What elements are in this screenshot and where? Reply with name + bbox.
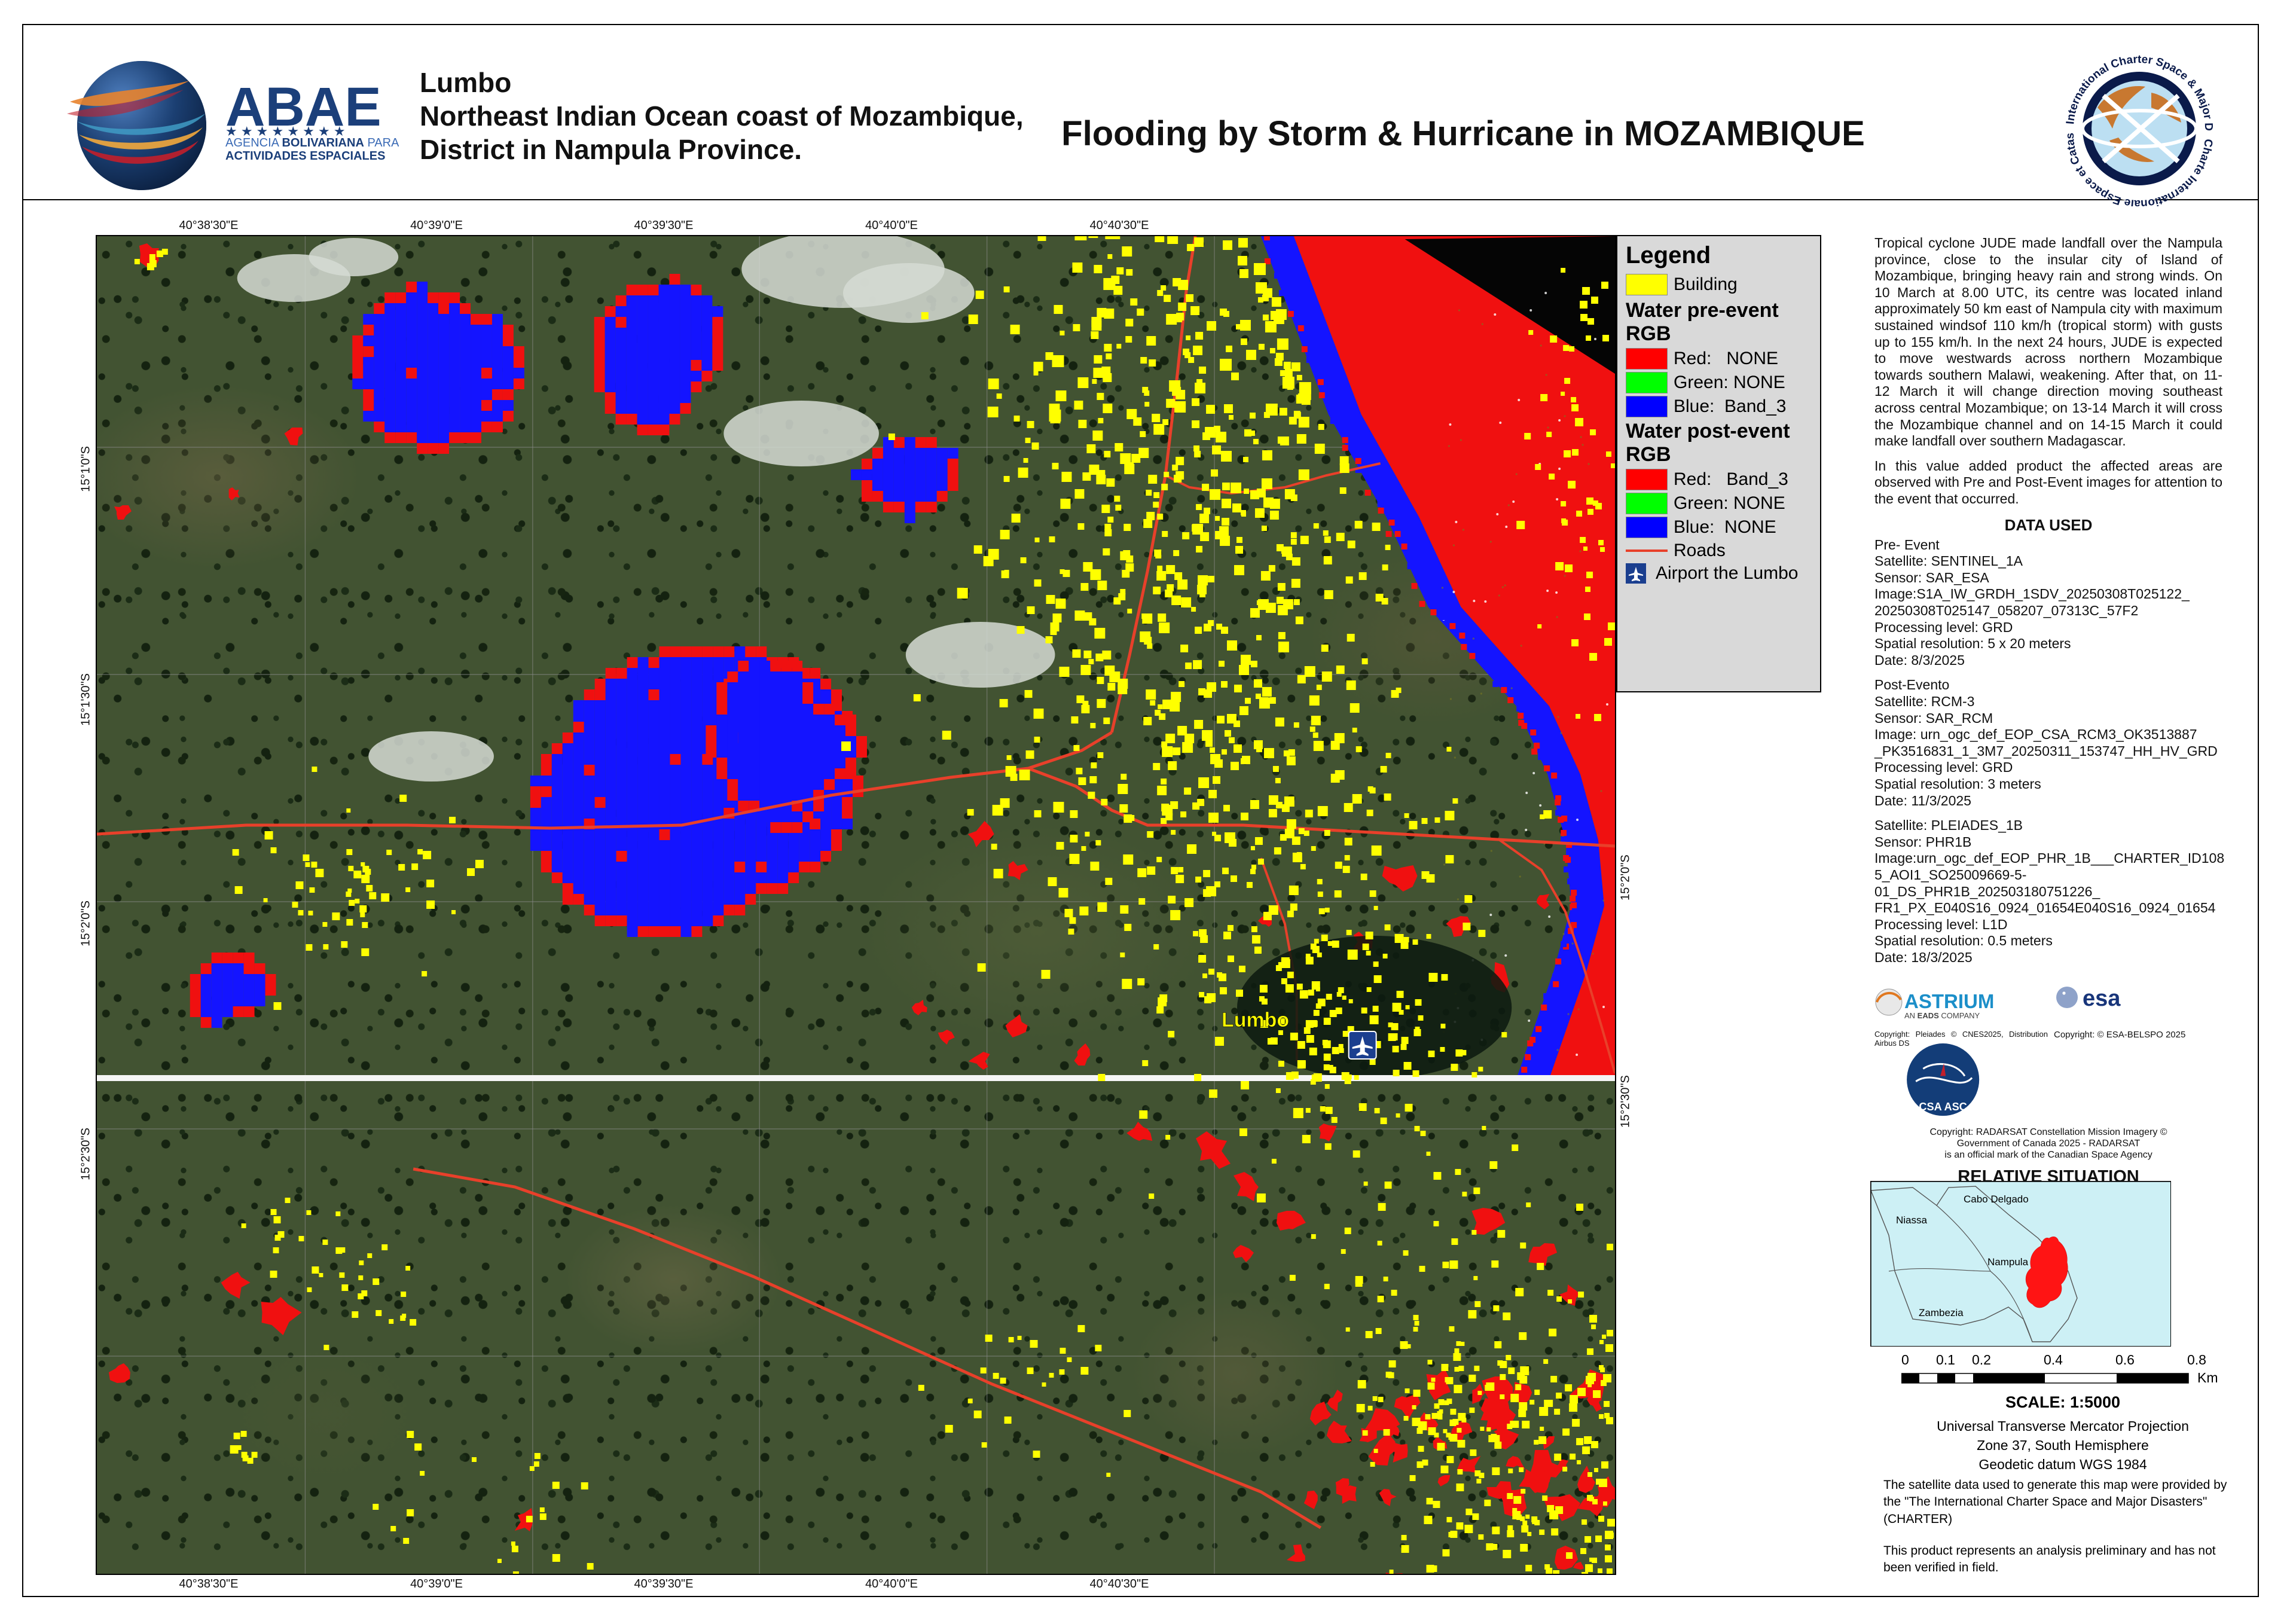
svg-text:CSA ASC: CSA ASC — [1919, 1101, 1967, 1113]
svg-text:0.6: 0.6 — [2115, 1353, 2135, 1367]
svg-text:Cabo Delgado: Cabo Delgado — [1964, 1193, 2029, 1205]
svg-text:Zambezia: Zambezia — [1919, 1307, 1964, 1318]
svg-text:0.4: 0.4 — [2044, 1353, 2063, 1367]
svg-text:★ ★ ★ ★ ★ ★ ★ ★: ★ ★ ★ ★ ★ ★ ★ ★ — [225, 124, 346, 139]
svg-text:0: 0 — [1901, 1353, 1909, 1367]
svg-text:Km: Km — [2197, 1370, 2218, 1385]
svg-text:0.1: 0.1 — [1936, 1353, 1955, 1367]
svg-text:0.2: 0.2 — [1972, 1353, 1991, 1367]
svg-text:Niassa: Niassa — [1896, 1214, 1928, 1226]
svg-text:esa: esa — [2083, 986, 2121, 1011]
svg-text:0.8: 0.8 — [2187, 1353, 2206, 1367]
svg-text:Nampula: Nampula — [1987, 1256, 2029, 1268]
svg-text:AN EADS COMPANY: AN EADS COMPANY — [1904, 1011, 1980, 1020]
svg-text:ASTRIUM: ASTRIUM — [1904, 990, 1994, 1012]
svg-text:ACTIVIDADES ESPACIALES: ACTIVIDADES ESPACIALES — [225, 149, 385, 163]
